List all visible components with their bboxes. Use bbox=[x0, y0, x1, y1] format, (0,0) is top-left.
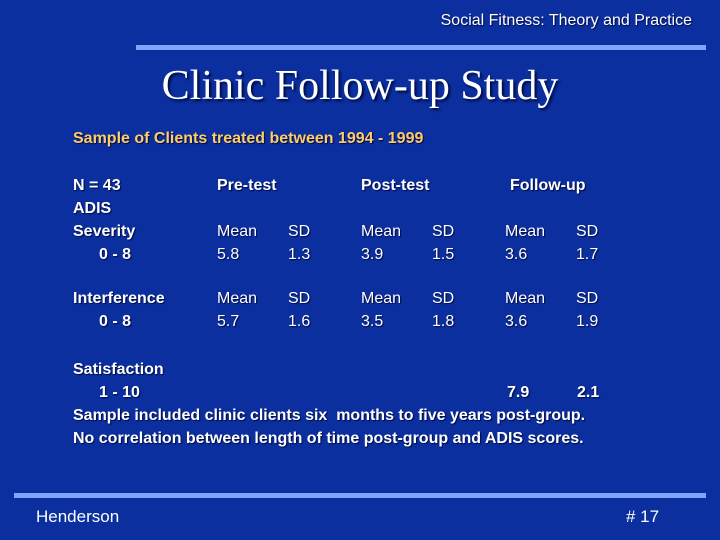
note-sample: Sample included clinic clients six month… bbox=[73, 407, 586, 424]
interference-posttest-mean-label: Mean bbox=[361, 290, 402, 307]
severity-posttest-mean-label: Mean bbox=[361, 223, 402, 240]
severity-posttest-sd: 1.5 bbox=[432, 246, 455, 263]
interference-pretest-mean-label: Mean bbox=[217, 290, 258, 307]
column-header-pretest: Pre-test bbox=[217, 177, 277, 194]
slide-subtitle: Sample of Clients treated between 1994 -… bbox=[73, 130, 424, 147]
satisfaction-followup-mean: 7.9 bbox=[507, 384, 530, 401]
note-correlation: No correlation between length of time po… bbox=[73, 430, 584, 447]
interference-followup-sd-label: SD bbox=[576, 290, 599, 307]
slide-number: # 17 bbox=[626, 507, 660, 526]
interference-followup-mean-label: Mean bbox=[505, 290, 546, 307]
column-header-followup: Follow-up bbox=[510, 177, 586, 194]
severity-pretest-sd-label: SD bbox=[288, 223, 311, 240]
severity-followup-sd: 1.7 bbox=[576, 246, 599, 263]
interference-posttest-sd-label: SD bbox=[432, 290, 455, 307]
row-range-interference: 0 - 8 bbox=[99, 313, 132, 330]
interference-followup-mean: 3.6 bbox=[505, 313, 528, 330]
footer-rule bbox=[14, 493, 706, 498]
interference-followup-sd: 1.9 bbox=[576, 313, 599, 330]
satisfaction-followup-sd: 2.1 bbox=[577, 384, 600, 401]
row-label-severity: Severity bbox=[73, 223, 136, 240]
severity-pretest-sd: 1.3 bbox=[288, 246, 311, 263]
severity-posttest-sd-label: SD bbox=[432, 223, 455, 240]
severity-followup-mean-label: Mean bbox=[505, 223, 546, 240]
interference-pretest-sd: 1.6 bbox=[288, 313, 311, 330]
severity-followup-mean: 3.6 bbox=[505, 246, 528, 263]
header-rule bbox=[136, 45, 706, 50]
interference-posttest-mean: 3.5 bbox=[361, 313, 384, 330]
interference-pretest-sd-label: SD bbox=[288, 290, 311, 307]
interference-posttest-sd: 1.8 bbox=[432, 313, 455, 330]
course-title: Social Fitness: Theory and Practice bbox=[440, 12, 692, 29]
column-header-posttest: Post-test bbox=[361, 177, 430, 194]
n-label: N = 43 bbox=[73, 177, 121, 194]
row-range-severity: 0 - 8 bbox=[99, 246, 132, 263]
severity-pretest-mean-label: Mean bbox=[217, 223, 258, 240]
severity-pretest-mean: 5.8 bbox=[217, 246, 240, 263]
interference-pretest-mean: 5.7 bbox=[217, 313, 240, 330]
row-label-satisfaction: Satisfaction bbox=[73, 361, 164, 378]
severity-posttest-mean: 3.9 bbox=[361, 246, 384, 263]
row-range-satisfaction: 1 - 10 bbox=[99, 384, 140, 401]
adis-label: ADIS bbox=[73, 200, 112, 217]
footer-author: Henderson bbox=[36, 507, 120, 526]
severity-followup-sd-label: SD bbox=[576, 223, 599, 240]
row-label-interference: Interference bbox=[73, 290, 165, 307]
slide-title: Clinic Follow-up Study bbox=[161, 63, 559, 109]
